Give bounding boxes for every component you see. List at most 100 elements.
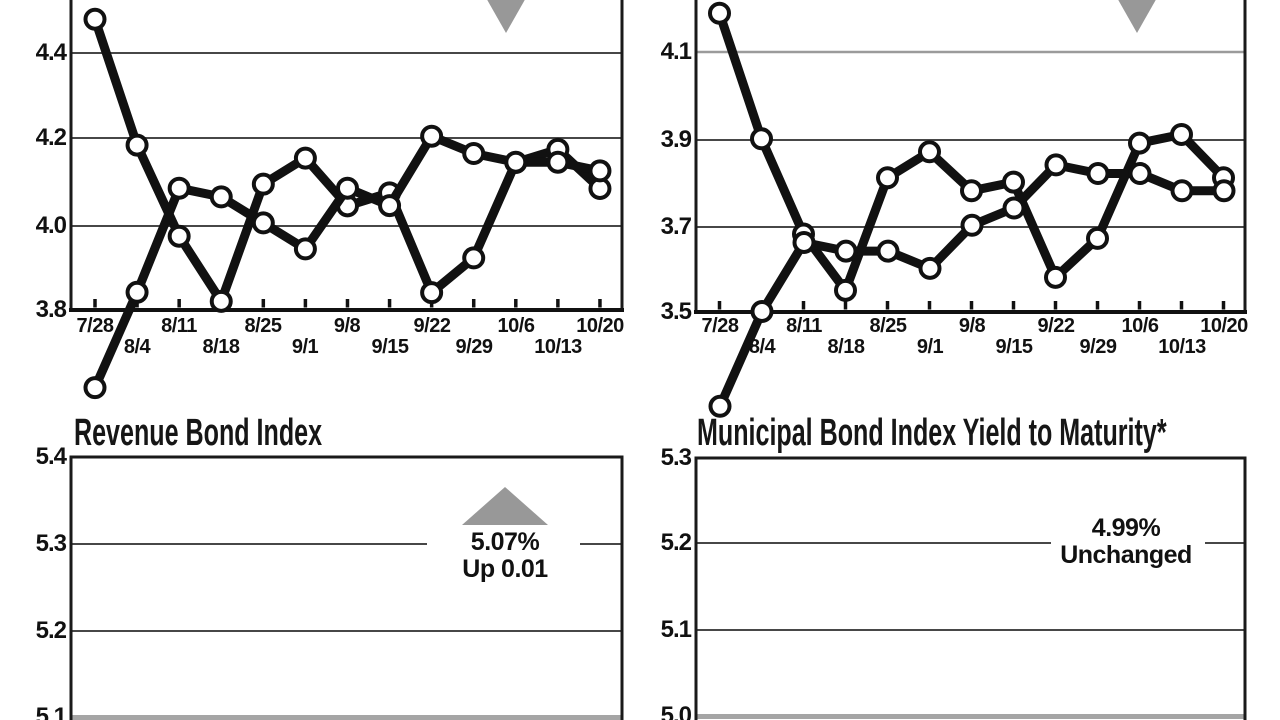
x-tick-label: 10/6 [497, 315, 535, 337]
top-right-chart [694, 0, 1247, 314]
data-point-marker [750, 127, 773, 151]
x-tick-label: 9/8 [333, 315, 361, 337]
y-tick-label: 3.5 [660, 298, 692, 325]
y-tick-label: 4.0 [35, 212, 67, 239]
data-point-marker [167, 224, 191, 248]
x-tick-label: 10/20 [1200, 315, 1248, 337]
data-point-marker [378, 194, 402, 218]
x-tick-label: 10/13 [534, 336, 582, 358]
municipal-bond-index-title: Municipal Bond Index Yield to Maturity* [697, 412, 1167, 454]
data-point-marker [1170, 122, 1193, 146]
data-point-marker [1170, 179, 1194, 203]
x-tick-label: 10/20 [576, 315, 624, 337]
data-point-marker [83, 7, 107, 31]
x-tick-label: 7/28 [76, 315, 114, 337]
x-tick-label: 9/29 [455, 336, 493, 358]
data-point-marker [792, 231, 816, 254]
data-point-marker [125, 280, 149, 304]
x-tick-label: 9/8 [958, 315, 986, 337]
x-tick-label: 9/1 [916, 336, 944, 358]
y-tick-label: 5.0 [660, 702, 692, 720]
trend-down-arrow-icon [1118, 0, 1156, 33]
y-tick-label: 4.2 [35, 124, 67, 151]
data-point-marker [588, 159, 612, 183]
revenue-change-label: Up 0.01 [462, 555, 548, 583]
x-tick-label: 8/11 [161, 315, 197, 337]
data-point-marker [834, 278, 857, 302]
data-point-marker [1086, 162, 1110, 186]
x-tick-label: 9/22 [413, 315, 451, 337]
data-point-marker [420, 124, 444, 148]
y-tick-label: 3.7 [660, 213, 692, 240]
x-tick-label: 7/28 [701, 315, 739, 337]
x-tick-label: 8/18 [202, 336, 240, 358]
municipal-current-value: 4.99% [1091, 514, 1161, 542]
x-tick-label: 9/15 [995, 336, 1033, 358]
revenue-bond-chart [69, 124, 624, 720]
data-point-marker [293, 146, 317, 170]
data-point-marker [335, 176, 359, 200]
data-point-marker [1086, 226, 1109, 250]
top-left-chart [69, 0, 624, 313]
data-point-marker [960, 213, 984, 237]
revenue-current-value: 5.07% [470, 528, 540, 556]
data-point-marker [918, 140, 941, 164]
x-tick-label: 9/1 [291, 336, 319, 358]
data-point-marker [1002, 170, 1025, 194]
data-point-marker [504, 150, 528, 174]
data-point-marker [462, 142, 486, 166]
data-point-marker [834, 239, 858, 263]
y-tick-label: 5.2 [35, 617, 67, 644]
y-tick-label: 4.1 [660, 38, 692, 65]
data-point-marker [918, 256, 942, 280]
x-tick-label: 8/25 [869, 315, 907, 337]
municipal-annotation: 4.99% Unchanged [1026, 515, 1226, 569]
data-point-marker [251, 211, 275, 235]
municipal-change-label: Unchanged [1060, 541, 1192, 569]
data-point-marker [1044, 265, 1067, 289]
data-point-marker [420, 281, 444, 305]
x-tick-label: 8/4 [748, 336, 776, 358]
y-tick-label: 3.9 [660, 126, 692, 153]
y-tick-label: 5.1 [35, 703, 67, 720]
revenue-bond-index-title: Revenue Bond Index [74, 412, 323, 454]
revenue-annotation: 5.07% Up 0.01 [405, 529, 605, 583]
data-point-marker [167, 176, 191, 200]
data-point-marker [1044, 153, 1068, 177]
data-point-marker [708, 1, 731, 25]
x-tick-label: 8/18 [827, 336, 865, 358]
data-point-marker [876, 166, 899, 190]
data-point-marker [462, 246, 486, 270]
data-point-marker [960, 179, 983, 203]
x-tick-label: 8/25 [244, 315, 282, 337]
data-point-marker [1002, 196, 1026, 220]
data-point-marker [876, 239, 900, 263]
data-point-marker [209, 185, 233, 209]
data-point-marker [708, 394, 732, 418]
annotation-backdrop [1051, 497, 1205, 592]
data-point-marker [125, 133, 149, 157]
data-point-marker [750, 299, 774, 323]
x-tick-label: 8/11 [786, 315, 822, 337]
trend-up-arrow-icon [462, 487, 548, 525]
trend-down-arrow-icon [487, 0, 525, 33]
y-tick-label: 5.2 [660, 529, 692, 556]
y-tick-label: 5.4 [35, 443, 67, 470]
x-tick-label: 10/13 [1158, 336, 1206, 358]
data-point-marker [1128, 162, 1152, 186]
x-tick-label: 9/15 [371, 336, 409, 358]
y-tick-label: 5.1 [660, 616, 692, 643]
data-point-marker [293, 237, 317, 261]
data-point-marker [546, 150, 570, 174]
data-point-marker [209, 289, 233, 313]
x-tick-label: 8/4 [123, 336, 151, 358]
data-point-marker [251, 172, 275, 196]
x-tick-label: 10/6 [1121, 315, 1159, 337]
x-tick-label: 9/29 [1079, 336, 1117, 358]
y-tick-label: 5.3 [660, 444, 692, 471]
data-point-marker [1212, 179, 1236, 203]
data-point-marker [83, 376, 107, 400]
y-tick-label: 3.8 [35, 296, 67, 323]
